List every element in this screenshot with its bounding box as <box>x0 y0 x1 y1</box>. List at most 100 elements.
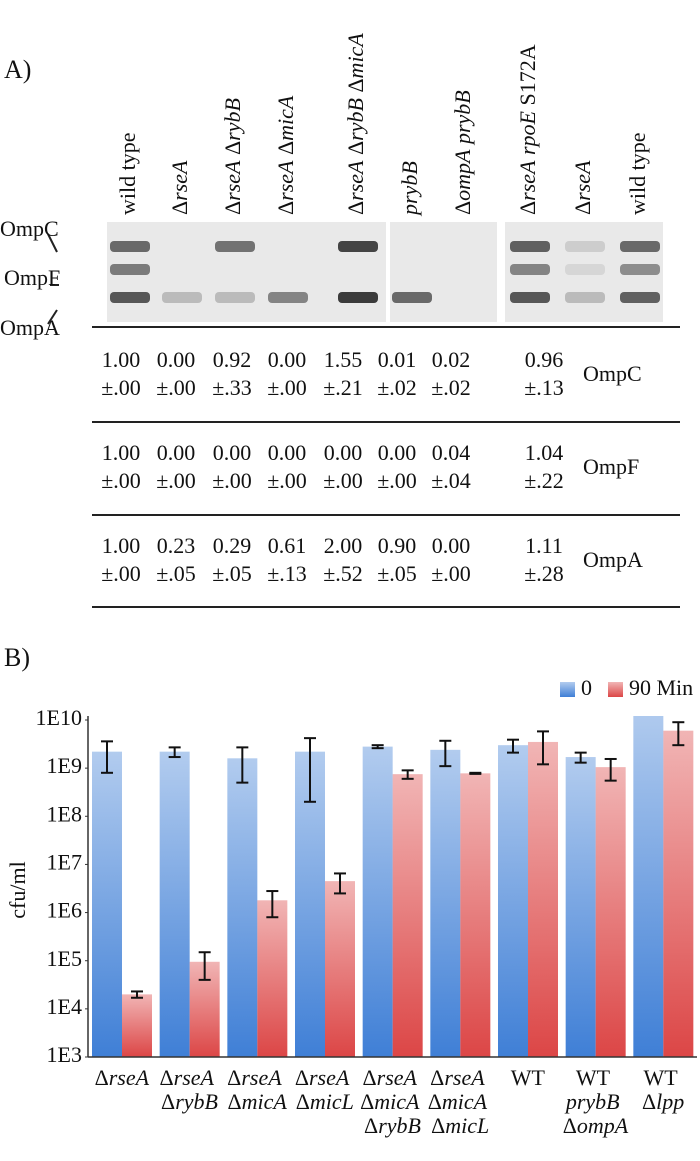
y-tick-label: 1E6 <box>47 898 82 923</box>
error-bar <box>401 769 414 780</box>
gel-band <box>565 292 605 303</box>
lane-label: wild type <box>625 132 650 215</box>
table-cell: ±.00 <box>156 375 196 400</box>
band-label: OmpA <box>0 315 60 340</box>
lane-label: ΔrseA ΔmicA <box>273 95 298 215</box>
y-tick-label: 1E9 <box>47 753 82 778</box>
band-pointer <box>47 309 58 325</box>
lane-label: ΔrseA rpoE S172A <box>515 44 540 215</box>
bar <box>122 994 152 1057</box>
table-cell: 1.11 <box>525 533 563 558</box>
bar <box>325 881 355 1057</box>
bar <box>460 773 491 1057</box>
error-bar <box>334 872 346 895</box>
table-cell: ±.13 <box>267 561 307 586</box>
bar <box>92 751 122 1057</box>
error-bar <box>198 951 211 981</box>
legend-swatch <box>608 682 623 697</box>
gel-bands <box>110 241 660 303</box>
table-cell: ±.00 <box>431 561 471 586</box>
error-bar <box>371 744 384 750</box>
row-label: OmpC <box>583 361 642 386</box>
gel-band <box>215 241 255 252</box>
band-label: OmpF <box>4 265 60 290</box>
error-bar <box>439 739 452 768</box>
y-tick-label: 1E5 <box>47 946 82 971</box>
error-bar <box>168 746 181 759</box>
table-cell: ±.00 <box>101 561 141 586</box>
gel-band <box>338 292 378 303</box>
x-tick-label: WT Δlpp <box>642 1065 684 1114</box>
x-tick-label: WT <box>511 1065 546 1090</box>
error-bar <box>469 771 482 775</box>
table-cell: 0.00 <box>268 347 307 372</box>
bar <box>528 741 558 1057</box>
row-label: OmpA <box>583 547 643 572</box>
table-cell: ±.05 <box>156 561 196 586</box>
table-cell: 0.00 <box>378 440 417 465</box>
y-tick-label: 1E4 <box>47 994 82 1019</box>
bar <box>362 746 393 1057</box>
table-cell: ±.00 <box>267 468 307 493</box>
legend-swatch <box>560 682 575 697</box>
y-axis-title: cfu/ml <box>5 861 30 918</box>
gel-band <box>620 241 660 252</box>
table-cell: ±.00 <box>101 375 141 400</box>
error-bar <box>131 990 143 999</box>
table-cell: ±.21 <box>323 375 363 400</box>
bar <box>633 716 664 1057</box>
bar <box>257 900 288 1057</box>
error-bar <box>507 738 519 754</box>
x-tick-label: WT prybB ΔompA <box>563 1065 629 1138</box>
lane-label: ΔrseA <box>167 160 192 215</box>
band-label: OmpC <box>0 216 59 241</box>
bar <box>159 751 190 1057</box>
gel-band <box>510 241 550 252</box>
error-bar <box>304 737 316 803</box>
bar <box>663 730 694 1057</box>
lane-label: ΔrseA <box>570 160 595 215</box>
table-cell: ±.52 <box>323 561 363 586</box>
bar <box>595 767 626 1057</box>
x-tick-label: ΔrseA ΔmicA ΔmicL <box>428 1065 493 1138</box>
gel <box>107 222 386 322</box>
gel-band <box>392 292 432 303</box>
lane-label: wild type <box>115 132 140 215</box>
table-cell: 0.00 <box>157 347 196 372</box>
bar <box>498 745 528 1057</box>
gel-band <box>268 292 308 303</box>
table-cell: 0.00 <box>432 533 471 558</box>
bar <box>392 774 423 1057</box>
y-tick-label: 1E3 <box>47 1042 82 1067</box>
gel-band <box>215 292 255 303</box>
error-bar <box>537 730 549 766</box>
table-cell: 0.96 <box>525 347 564 372</box>
gel-band <box>565 264 605 275</box>
lane-label: prybB <box>397 161 422 217</box>
table-cell: 0.90 <box>378 533 417 558</box>
error-bar <box>604 757 617 782</box>
table-rules <box>92 326 680 608</box>
table-cell: 1.00 <box>102 347 141 372</box>
table-cell: 2.00 <box>324 533 363 558</box>
x-tick-label: ΔrseA ΔmicL <box>295 1065 355 1114</box>
panel-label: A) <box>4 55 31 84</box>
gel-band <box>110 264 150 275</box>
table-cell: 0.04 <box>432 440 471 465</box>
table-cell: 0.29 <box>213 533 252 558</box>
table-cell: ±.02 <box>431 375 471 400</box>
table-cell: ±.00 <box>212 468 252 493</box>
table-cell: ±.04 <box>431 468 471 493</box>
table-cell: 0.61 <box>268 533 307 558</box>
error-bar <box>574 751 587 764</box>
x-tick-label: ΔrseA ΔrybB <box>160 1065 220 1114</box>
table-cell: 1.00 <box>102 533 141 558</box>
y-tick-label: 1E7 <box>47 849 82 874</box>
table-cell: 0.92 <box>213 347 252 372</box>
table-cell: ±.00 <box>101 468 141 493</box>
gel-band <box>162 292 202 303</box>
band-pointer <box>47 233 58 253</box>
table-cell: ±.02 <box>377 375 417 400</box>
table-cell: ±.05 <box>212 561 252 586</box>
error-bar <box>236 746 249 784</box>
